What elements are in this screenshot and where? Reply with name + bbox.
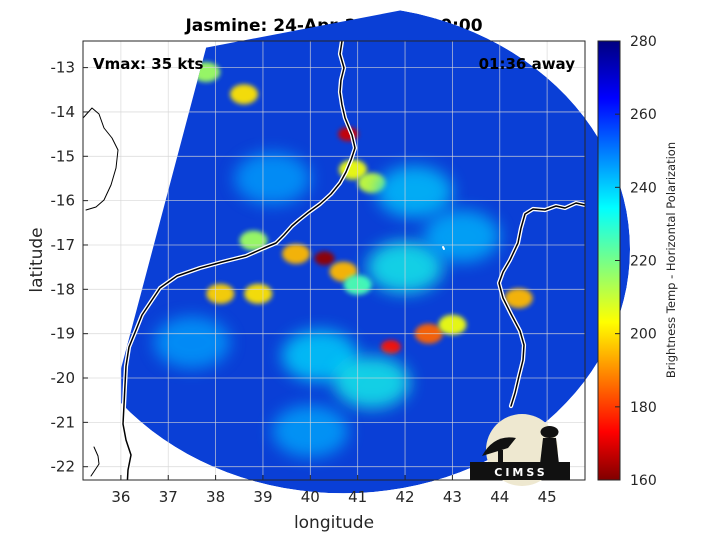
colorbar-label: Brightness Temp - Horizontal Polarizatio… [664,142,678,378]
bt-feature [376,165,453,218]
colorbar: 160 180 200 220 240 260 280 Brightness Temp - … [597,34,678,489]
logo-tower-tank [540,426,559,438]
vmax-annotation: Vmax: 35 kts [93,55,203,73]
bt-feature [244,283,273,304]
border-line [83,107,119,211]
africa-coastline [122,41,356,480]
bt-feature [314,251,335,266]
swath-base [120,5,631,494]
x-tick-label: 36 [111,488,130,506]
x-axis-label: longitude [294,513,374,533]
x-tick-label: 43 [443,488,462,506]
time-away-annotation: 01:36 away [479,55,576,73]
bt-feature [230,84,259,105]
y-tick-label: -20 [51,369,76,387]
x-tick-label: 38 [206,488,225,506]
bt-feature [234,152,311,205]
x-tick-label: 44 [490,488,509,506]
plot-frame [82,40,586,481]
bt-feature [333,356,410,409]
y-ticks: -13 -14 -15 -16 -17 -18 -19 -20 -21 -22 [51,59,88,476]
cimss-logo: CIMSS [470,414,570,486]
x-tick-label: 41 [348,488,367,506]
bt-feature [423,210,500,263]
grid-lines [83,41,585,480]
colorbar-tick-label: 260 [630,107,657,123]
logo-band [470,462,570,480]
y-tick-label: -19 [51,325,76,343]
y-tick-label: -18 [51,280,76,298]
colorbar-ticks: 160 180 200 220 240 260 280 [615,34,657,489]
coastline [83,41,585,480]
border-line-2 [90,446,100,477]
bt-feature [206,283,235,304]
y-tick-label: -15 [51,147,76,165]
y-tick-label: -22 [51,458,76,476]
y-tick-label: -14 [51,103,76,121]
x-tick-label: 37 [159,488,178,506]
bt-feature [281,329,358,382]
y-tick-label: -13 [51,59,76,77]
colorbar-tick-label: 160 [630,473,657,489]
colorbar-tick-label: 280 [630,34,657,50]
y-tick-label: -21 [51,413,76,431]
logo-tower-icon [540,438,559,464]
y-tick-label: -16 [51,192,76,210]
logo-dish-icon [482,437,516,456]
bt-feature [380,339,401,354]
logo-dish-mount [498,450,503,464]
bt-feature [153,316,230,369]
y-tick-label: -17 [51,236,76,254]
logo-text: CIMSS [494,466,547,479]
bt-feature [504,288,533,309]
bt-feature [239,230,268,251]
colorbar-tick-label: 240 [630,180,657,196]
x-tick-label: 42 [395,488,414,506]
colorbar-tick-label: 220 [630,254,657,270]
bt-feature [282,243,311,264]
madagascar-coastline [498,202,585,407]
colorbar-tick-label: 200 [630,327,657,343]
y-axis-label: latitude [27,227,47,292]
colorbar-gradient [598,41,620,480]
x-tick-label: 39 [253,488,272,506]
x-tick-label: 45 [538,488,557,506]
colorbar-tick-label: 180 [630,400,657,416]
x-tick-label: 40 [301,488,320,506]
x-ticks: 36 37 38 39 40 41 42 43 44 45 [111,475,557,506]
comoros-island [442,246,445,250]
